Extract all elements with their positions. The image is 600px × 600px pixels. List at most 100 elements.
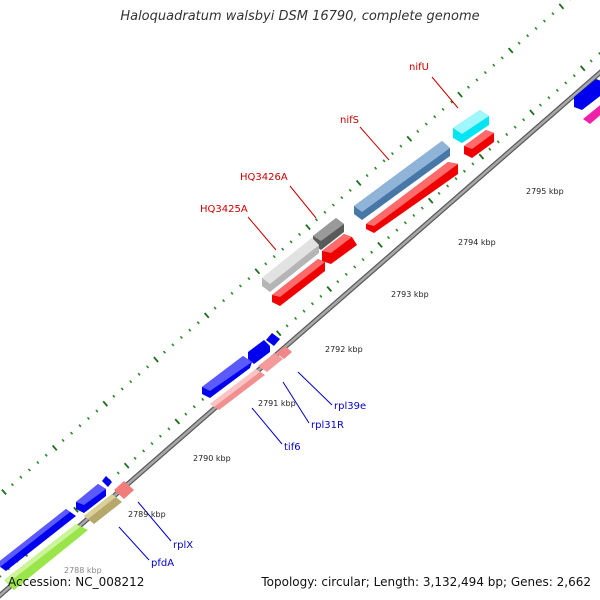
tick-minor [162, 350, 166, 354]
tick-minor [462, 169, 466, 173]
genome-summary-text: Topology: circular; Length: 3,132,494 bp… [261, 575, 591, 589]
gene-feature[interactable] [322, 234, 357, 264]
tick-minor [399, 144, 403, 148]
kbp-label-2792: 2792 kbp [325, 345, 363, 354]
tick-minor [534, 26, 538, 31]
gene-rplX-feature[interactable] [114, 481, 134, 499]
tick-minor [572, 74, 576, 78]
tick-major [254, 268, 261, 275]
gene-feature[interactable] [4, 524, 88, 590]
tick-major [377, 241, 383, 248]
gene-label-HQ3425A[interactable]: HQ3425A [200, 204, 248, 215]
tick-minor [522, 118, 526, 122]
tick-minor [120, 387, 124, 391]
tick-minor [323, 210, 327, 214]
tick-minor [44, 453, 48, 457]
gene-tif6-feature[interactable] [210, 369, 265, 410]
tick-minor [370, 250, 374, 254]
gene-feature[interactable] [266, 333, 280, 346]
tick-major [478, 153, 485, 160]
tick-major [153, 356, 159, 363]
gene-rpl31R-feature[interactable] [258, 353, 283, 372]
tick-minor [471, 162, 475, 166]
gene-feature[interactable] [574, 79, 600, 110]
tick-minor [196, 321, 200, 325]
tick-minor [340, 196, 344, 200]
gene-feature[interactable] [0, 509, 76, 571]
gene-label-rpl39e[interactable]: rpl39e [334, 401, 366, 412]
tick-major [529, 109, 535, 116]
tick-minor [374, 166, 378, 170]
accession-text: Accession: NC_008212 [8, 575, 145, 589]
tick-minor [150, 441, 154, 446]
gene-pfdA-feature[interactable] [84, 494, 122, 524]
tick-minor [403, 221, 407, 225]
tick-minor [95, 409, 99, 413]
tick-major [305, 224, 311, 231]
tick-minor [61, 438, 65, 443]
tick-minor [466, 85, 470, 89]
tick-minor [0, 574, 2, 578]
position-labels: 2795 kbp 2794 kbp 2793 kbp 2792 kbp 2791… [64, 187, 564, 575]
tick-minor [188, 328, 192, 332]
tick-minor [19, 475, 23, 479]
tick-minor [70, 431, 74, 435]
tick-major [558, 3, 565, 10]
gene-feature[interactable] [583, 102, 600, 124]
tick-minor [184, 412, 188, 416]
feature-track [0, 79, 600, 590]
tick-major [102, 400, 109, 407]
tick-minor [361, 257, 365, 262]
tick-minor [238, 284, 242, 288]
tick-major [73, 506, 79, 513]
kbp-label-2791: 2791 kbp [258, 399, 296, 408]
tick-major [579, 65, 586, 72]
gene-rpl39e-feature[interactable] [276, 346, 292, 359]
tick-minor [437, 191, 441, 195]
gene-label-rplX[interactable]: rplX [173, 540, 193, 551]
kbp-label-2790: 2790 kbp [193, 454, 231, 463]
tick-minor [353, 265, 357, 269]
tick-minor [146, 365, 150, 369]
tick-minor [390, 151, 394, 156]
tick-minor [142, 449, 146, 453]
tick-minor [483, 70, 487, 75]
tick-minor [488, 147, 492, 151]
tick-minor [496, 140, 500, 144]
tick-major [457, 91, 463, 98]
tick-minor [424, 122, 428, 126]
gene-label-tif6[interactable]: tif6 [284, 442, 301, 453]
tick-minor [222, 299, 226, 303]
tick-major [1, 489, 7, 495]
tick-major [326, 286, 333, 292]
kbp-label-2788-partial: 2788 kbp [64, 566, 102, 575]
tick-minor [289, 240, 293, 244]
tick-minor [179, 335, 183, 340]
tick-major [174, 418, 181, 425]
tick-minor [382, 159, 386, 163]
position-ticks-upper [1, 0, 571, 495]
tick-minor [365, 173, 369, 178]
tick-minor [112, 394, 116, 398]
gene-label-nifS[interactable]: nifS [340, 115, 359, 126]
tick-minor [412, 213, 416, 218]
tick-minor [526, 34, 530, 38]
tick-minor [116, 471, 120, 475]
tick-minor [505, 132, 509, 137]
tick-minor [86, 416, 90, 421]
gene-label-rpl31R[interactable]: rpl31R [311, 420, 344, 431]
gene-feature[interactable] [248, 340, 270, 364]
gene-feature[interactable] [102, 476, 112, 487]
tick-minor [129, 380, 133, 384]
gene-label-pfdA[interactable]: pfdA [151, 558, 174, 569]
tick-minor [247, 277, 251, 281]
gene-label-HQ3426A[interactable]: HQ3426A [240, 172, 288, 183]
tick-minor [475, 78, 479, 82]
gene-label-nifU[interactable]: nifU [409, 62, 429, 73]
tick-minor [441, 107, 445, 111]
tick-minor [433, 115, 437, 119]
tick-major [203, 312, 210, 319]
tick-minor [158, 434, 162, 438]
